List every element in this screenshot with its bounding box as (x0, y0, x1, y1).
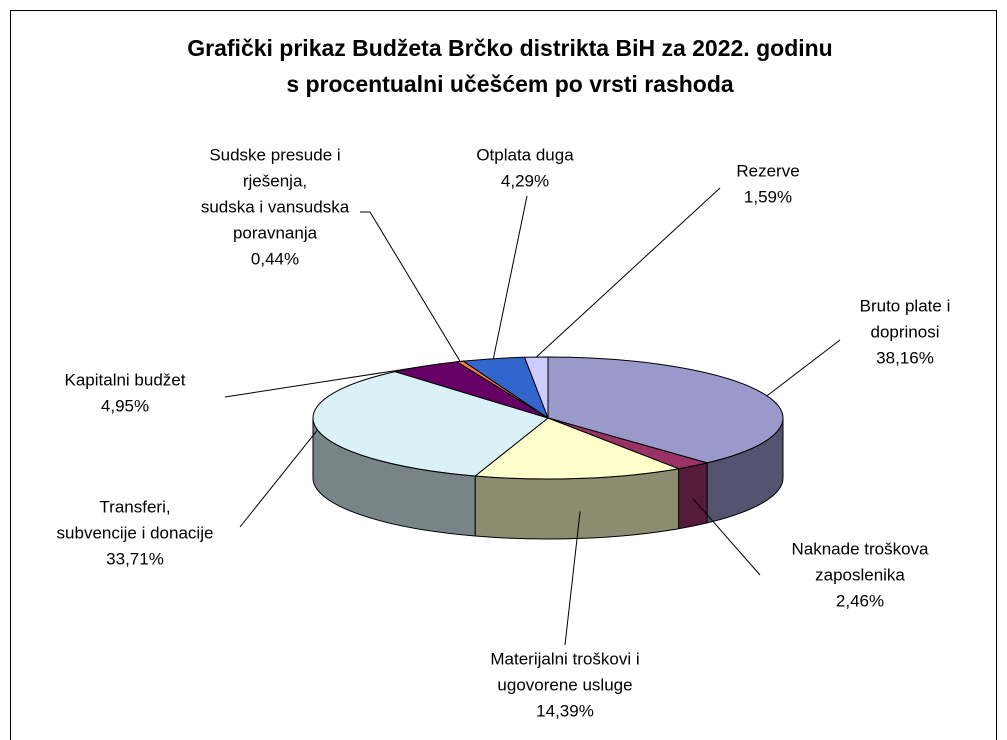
slice-label: Rezerve (736, 161, 799, 180)
pie-slice (312, 371, 550, 477)
leader-line (692, 498, 761, 576)
slice-label: sudska i vansudska (201, 197, 350, 216)
pie-side (678, 462, 708, 530)
pie-slice (547, 356, 784, 464)
value-label: 4,29% (501, 171, 549, 190)
chart-title: Grafički prikaz Budžeta Brčko distrikta … (187, 35, 832, 61)
slice-label: Bruto plate i (860, 296, 951, 315)
slice-label: Materijalni troškovi i (490, 649, 639, 668)
leader-line (224, 365, 425, 398)
value-label: 14,39% (536, 701, 594, 720)
chart-subtitle: s procentualni učešćem po vrsti rashoda (286, 71, 734, 97)
leader-line (564, 511, 581, 646)
slice-label: Kapitalni budžet (65, 370, 186, 389)
pie-side (474, 468, 680, 540)
slice-label: doprinosi (871, 322, 940, 341)
leader-line (766, 339, 841, 397)
slice-label: Naknade troškova (791, 539, 929, 558)
slice-label: rješenja, (243, 171, 307, 190)
slice-label: poravnanja (233, 223, 318, 242)
slice-label: ugovorene usluge (497, 675, 632, 694)
value-label: 0,44% (251, 249, 299, 268)
leader-line (492, 195, 528, 359)
slice-label: subvencije i donacije (57, 523, 214, 542)
slice-label: Sudske presude i (209, 145, 340, 164)
leader-line (535, 187, 721, 358)
value-label: 1,59% (744, 187, 792, 206)
slice-label: Otplata duga (476, 145, 574, 164)
pie-slice (473, 417, 681, 480)
leader-line (239, 429, 318, 528)
value-label: 4,95% (101, 396, 149, 415)
slice-label: Transferi, (99, 497, 170, 516)
slice-label: zaposlenika (815, 565, 905, 584)
value-label: 38,16% (876, 348, 934, 367)
value-label: 33,71% (106, 549, 164, 568)
leader-line (360, 211, 461, 362)
value-label: 2,46% (836, 591, 884, 610)
